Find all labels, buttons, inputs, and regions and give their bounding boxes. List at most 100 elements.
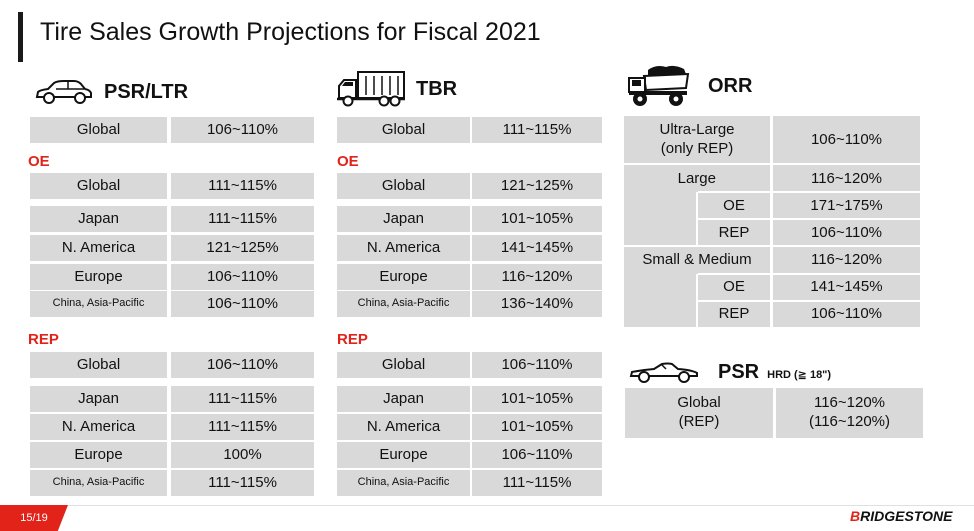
title-accent-bar bbox=[18, 12, 23, 62]
psr-oe-label: China, Asia-Pacific bbox=[30, 291, 167, 317]
psr-rep-value: 111~115% bbox=[171, 414, 314, 440]
orr-small-label: Small & Medium bbox=[642, 250, 752, 268]
psr-hrd-label-line1: Global bbox=[677, 394, 721, 412]
tbr-oe-value: 141~145% bbox=[472, 235, 602, 261]
orr-large-oe-label: OE bbox=[723, 196, 745, 214]
tbr-oe-value: 121~125% bbox=[472, 173, 602, 199]
orr-header: ORR bbox=[626, 64, 752, 108]
section-label-psr-hrd: PSR bbox=[718, 360, 760, 383]
orr-divider bbox=[696, 274, 698, 327]
truck-icon bbox=[336, 70, 406, 108]
orr-large-oe-value: 171~175% bbox=[810, 196, 883, 214]
tbr-oe-label: Japan bbox=[337, 206, 470, 232]
tbr-oe-value: 101~105% bbox=[472, 206, 602, 232]
psr-global-label: Global bbox=[30, 117, 167, 143]
orr-divider bbox=[696, 192, 698, 246]
psr-ltr-header: PSR/LTR bbox=[34, 78, 188, 106]
psr-hrd-value-cell: 116~120% (116~120%) bbox=[776, 388, 923, 438]
section-label-psr-ltr: PSR/LTR bbox=[104, 80, 189, 103]
sports-car-icon bbox=[628, 360, 700, 384]
orr-small-rep-value: 106~110% bbox=[810, 304, 883, 322]
orr-row-line bbox=[698, 273, 920, 275]
footer bbox=[0, 505, 974, 531]
tbr-rep-value: 106~110% bbox=[472, 442, 602, 468]
footer-divider bbox=[68, 505, 974, 506]
dump-truck-icon bbox=[626, 64, 690, 108]
section-label-tbr: TBR bbox=[416, 77, 458, 100]
tbr-rep-label: Europe bbox=[337, 442, 470, 468]
psr-oe-label: Europe bbox=[30, 264, 167, 290]
psr-oe-label: Global bbox=[30, 173, 167, 199]
psr-oe-heading: OE bbox=[28, 153, 50, 170]
tbr-rep-value: 101~105% bbox=[472, 414, 602, 440]
psr-oe-label: Japan bbox=[30, 206, 167, 232]
orr-row-line bbox=[698, 300, 920, 302]
tbr-oe-label: Europe bbox=[337, 264, 470, 290]
orr-ultra-label-line2: (only REP) bbox=[660, 140, 734, 157]
orr-large-value: 116~120% bbox=[810, 169, 883, 187]
orr-ultra-value: 106~110% bbox=[810, 130, 883, 148]
page-title: Tire Sales Growth Projections for Fiscal… bbox=[40, 18, 541, 46]
section-label-orr: ORR bbox=[708, 74, 753, 97]
psr-rep-heading: REP bbox=[28, 331, 59, 348]
tbr-global-label: Global bbox=[337, 117, 470, 143]
psr-oe-value: 111~115% bbox=[171, 206, 314, 232]
psr-rep-label: N. America bbox=[30, 414, 167, 440]
tbr-oe-value: 116~120% bbox=[472, 264, 602, 290]
tbr-oe-heading: OE bbox=[337, 153, 359, 170]
bridgestone-logo: BRIDGESTONE bbox=[850, 508, 952, 524]
orr-small-rep-label: REP bbox=[718, 304, 750, 322]
logo-text: RIDGESTONE bbox=[860, 508, 953, 524]
psr-hrd-value-line2: (116~120%) bbox=[808, 413, 891, 430]
orr-row-line bbox=[624, 163, 920, 165]
tbr-rep-label: Japan bbox=[337, 386, 470, 412]
psr-hrd-value-line1: 116~120% bbox=[813, 394, 886, 412]
psr-global-value: 106~110% bbox=[171, 117, 314, 143]
tbr-rep-label: N. America bbox=[337, 414, 470, 440]
logo-letter-b: B bbox=[850, 508, 861, 524]
tbr-rep-value: 101~105% bbox=[472, 386, 602, 412]
psr-oe-label: N. America bbox=[30, 235, 167, 261]
psr-hrd-header: PSR HRD (≧ 18") bbox=[628, 360, 831, 384]
car-icon bbox=[34, 78, 94, 106]
orr-row-line bbox=[698, 191, 920, 193]
psr-oe-value: 121~125% bbox=[171, 235, 314, 261]
orr-divider bbox=[770, 116, 773, 164]
tbr-rep-value: 111~115% bbox=[472, 470, 602, 496]
psr-rep-value: 106~110% bbox=[171, 352, 314, 378]
tbr-rep-value: 106~110% bbox=[472, 352, 602, 378]
psr-rep-value: 111~115% bbox=[171, 386, 314, 412]
orr-table bbox=[624, 116, 920, 327]
orr-ultra-label-line1: Ultra-Large bbox=[659, 121, 735, 139]
tbr-oe-label: China, Asia-Pacific bbox=[337, 291, 470, 317]
psr-hrd-label-cell: Global (REP) bbox=[625, 388, 773, 438]
psr-oe-value: 111~115% bbox=[171, 173, 314, 199]
orr-large-rep-value: 106~110% bbox=[810, 223, 883, 241]
orr-row-line bbox=[698, 218, 920, 220]
psr-rep-label: Japan bbox=[30, 386, 167, 412]
tbr-header: TBR bbox=[336, 70, 457, 108]
tbr-global-value: 111~115% bbox=[472, 117, 602, 143]
orr-row-line bbox=[624, 245, 920, 247]
psr-rep-label: China, Asia-Pacific bbox=[30, 470, 167, 496]
psr-hrd-label-line2: (REP) bbox=[678, 413, 720, 430]
orr-ultra-label: Ultra-Large (only REP) bbox=[624, 118, 770, 162]
orr-small-oe-label: OE bbox=[723, 277, 745, 295]
tbr-rep-label: Global bbox=[337, 352, 470, 378]
orr-small-oe-value: 141~145% bbox=[810, 277, 883, 295]
tbr-rep-heading: REP bbox=[337, 331, 368, 348]
orr-large-label: Large bbox=[677, 169, 716, 187]
psr-oe-value: 106~110% bbox=[171, 291, 314, 317]
psr-oe-value: 106~110% bbox=[171, 264, 314, 290]
psr-rep-value: 111~115% bbox=[171, 470, 314, 496]
psr-rep-label: Europe bbox=[30, 442, 167, 468]
orr-small-value: 116~120% bbox=[810, 250, 883, 268]
tbr-oe-label: Global bbox=[337, 173, 470, 199]
tbr-rep-label: China, Asia-Pacific bbox=[337, 470, 470, 496]
psr-rep-value: 100% bbox=[171, 442, 314, 468]
orr-large-rep-label: REP bbox=[718, 223, 750, 241]
psr-rep-label: Global bbox=[30, 352, 167, 378]
psr-hrd-subtitle: HRD (≧ 18") bbox=[767, 368, 832, 381]
tbr-oe-label: N. America bbox=[337, 235, 470, 261]
tbr-oe-value: 136~140% bbox=[472, 291, 602, 317]
